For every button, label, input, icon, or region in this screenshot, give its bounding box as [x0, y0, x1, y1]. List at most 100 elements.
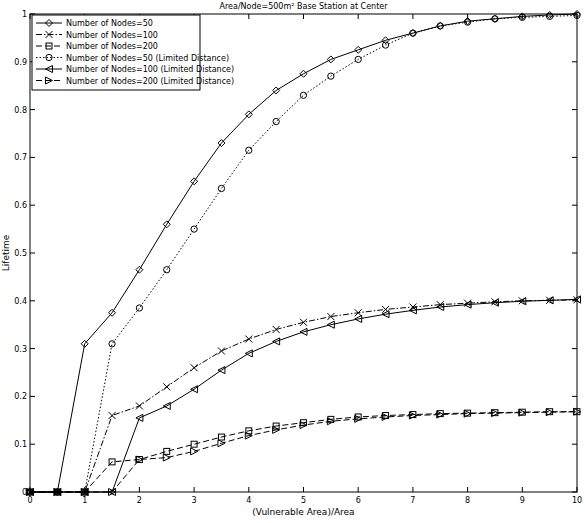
x-axis-label: (Vulnerable Area)/Area [252, 507, 354, 517]
point [574, 409, 580, 415]
point [491, 298, 498, 305]
point [273, 118, 279, 124]
point [163, 383, 170, 390]
point [382, 306, 389, 313]
point [218, 440, 225, 447]
point [163, 454, 170, 461]
point [136, 402, 143, 409]
point [109, 309, 116, 316]
legend-label: Number of Nodes=100 [66, 31, 158, 40]
y-axis-label: Lifetime [1, 234, 11, 271]
y-tick-label: 0.7 [14, 153, 27, 162]
y-tick-label: 0.1 [14, 440, 27, 449]
point [300, 319, 307, 326]
x-tick-label: 10 [572, 496, 582, 505]
series [27, 408, 581, 495]
point [327, 56, 334, 63]
y-tick-label: 0.3 [14, 345, 27, 354]
x-tick [412, 487, 413, 492]
point [409, 307, 416, 314]
point [382, 311, 389, 318]
point [547, 13, 553, 19]
point [355, 46, 362, 53]
legend-line [36, 57, 62, 58]
x-tick-label: 8 [465, 496, 470, 505]
legend-label: Number of Nodes=50 (Limited Distance) [66, 54, 229, 63]
point [191, 386, 198, 393]
point [491, 299, 498, 306]
point [163, 402, 170, 409]
series-line [30, 300, 577, 492]
background [0, 0, 585, 523]
title: Area/Node=500m² Base Station at Center [219, 2, 388, 11]
y-tick-label: 0.8 [14, 106, 27, 115]
point [163, 221, 170, 228]
x-tick [139, 487, 140, 492]
point [300, 422, 307, 429]
x-tick-label: 2 [137, 496, 142, 505]
point [574, 408, 581, 415]
point [109, 489, 116, 496]
y-tick [30, 348, 35, 349]
point [218, 434, 224, 440]
point [246, 147, 252, 153]
point [218, 347, 225, 354]
plot-frame [30, 14, 577, 492]
point [491, 410, 498, 417]
x-tick [522, 487, 523, 492]
point [136, 456, 143, 463]
point [519, 13, 526, 20]
legend: Number of Nodes=50Number of Nodes=100Num… [32, 15, 234, 90]
point [245, 432, 252, 439]
x-tick-label: 1 [82, 496, 87, 505]
point [81, 340, 88, 347]
point [191, 226, 197, 232]
x-tick [358, 487, 359, 492]
point [54, 489, 61, 496]
point [327, 321, 334, 328]
point [519, 409, 526, 416]
point [245, 336, 252, 343]
x-tick-label: 6 [356, 496, 361, 505]
point [327, 313, 334, 320]
point [273, 87, 280, 94]
point [218, 185, 224, 191]
legend-label: Number of Nodes=200 (Limited Distance) [66, 77, 234, 86]
y-tick [30, 444, 35, 445]
legend-marker [46, 43, 52, 49]
point [109, 341, 115, 347]
point [273, 338, 280, 345]
point [191, 448, 198, 455]
point [136, 266, 143, 273]
point [546, 297, 553, 304]
y-tick [572, 492, 577, 493]
y-tick [30, 300, 35, 301]
y-tick-label: 0.6 [14, 201, 27, 210]
point [355, 315, 362, 322]
legend-marker [46, 31, 53, 38]
x-tick [577, 487, 578, 492]
y-tick-label: 0.4 [14, 297, 27, 306]
y-tick [572, 157, 577, 158]
point [300, 328, 307, 335]
point [109, 412, 116, 419]
x-tick [303, 14, 304, 19]
point [574, 12, 580, 18]
series-line [30, 412, 577, 492]
point [519, 298, 526, 305]
point [492, 16, 498, 22]
y-tick [572, 444, 577, 445]
point [109, 459, 115, 465]
x-tick [303, 487, 304, 492]
point [437, 23, 443, 29]
series [27, 11, 581, 496]
point [328, 73, 334, 79]
legend-marker [46, 77, 53, 84]
point [382, 42, 388, 48]
point [410, 30, 416, 36]
point [27, 489, 34, 496]
x-tick [30, 14, 31, 19]
x-tick [248, 487, 249, 492]
point [273, 426, 280, 433]
y-tick [572, 205, 577, 206]
